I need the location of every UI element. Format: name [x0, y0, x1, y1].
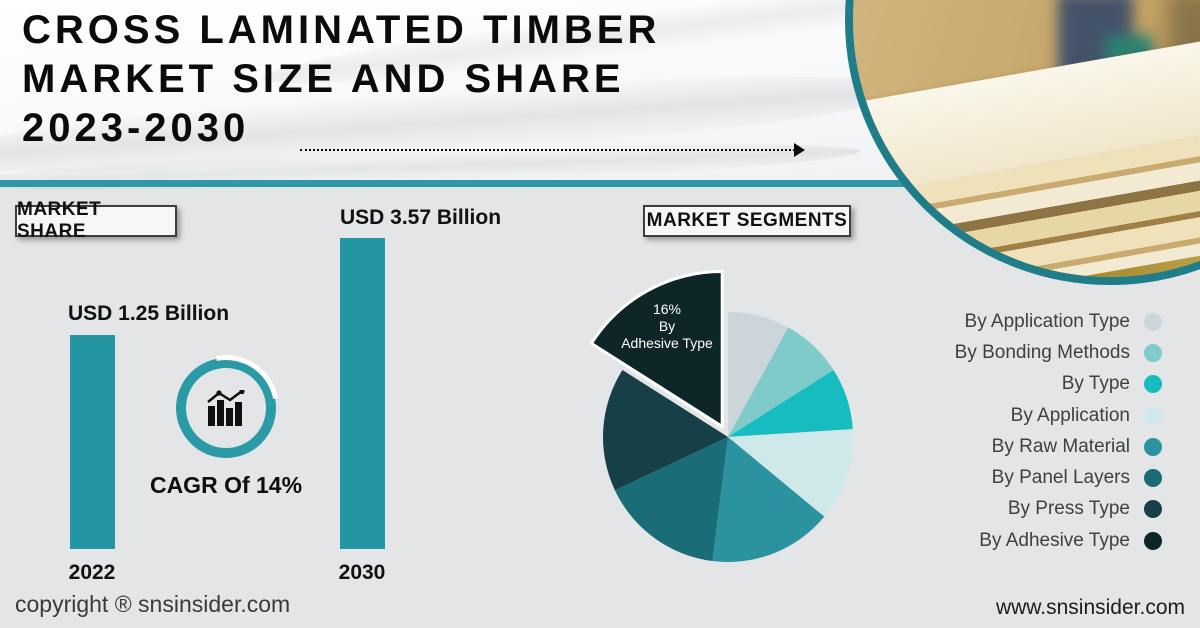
dotted-arrow-line: [300, 149, 795, 151]
pie-slice-by-application: [728, 429, 853, 517]
pie-slice-by-bonding-methods: [728, 327, 834, 437]
legend-item-label: By Raw Material: [991, 435, 1130, 457]
legend-item-label: By Press Type: [1007, 498, 1130, 520]
website-link[interactable]: www.snsinsider.com: [995, 596, 1185, 619]
pie-callout-by: By: [658, 318, 676, 334]
teal-divider-bar: [0, 180, 1200, 187]
legend-item-label: By Type: [1061, 373, 1130, 395]
bar-chart-icon: [207, 390, 245, 426]
segments-pie-chart: [589, 269, 853, 562]
segments-legend: By Application Type By Bonding Methods By …: [955, 306, 1162, 556]
arrow-head-icon: [794, 143, 805, 157]
legend-item-label: By Application Type: [964, 310, 1130, 332]
bar-value-2022: USD 1.25 Billion: [68, 302, 230, 325]
legend-item: By Adhesive Type: [955, 525, 1162, 556]
pie-slice-by-adhesive-type: [589, 269, 724, 428]
pie-callout-label: 16% By Adhesive Type: [597, 301, 737, 352]
legend-item: By Bonding Methods: [955, 337, 1162, 368]
pie-callout-segment: Adhesive Type: [621, 335, 713, 351]
market-share-bar: [70, 335, 115, 549]
pie-slice-by-raw-material: [712, 437, 825, 562]
title-line-2: MARKET SIZE AND SHARE: [22, 57, 625, 101]
market-share-section-label: MARKET SHARE: [15, 199, 177, 242]
pie-slice-by-application-type: [728, 312, 789, 437]
legend-item: By Panel Layers: [955, 462, 1162, 493]
bar-value-2030: USD 3.57 Billion: [340, 206, 502, 229]
copyright-text: copyright ® snsinsider.com: [15, 591, 291, 617]
page-title: CROSS LAMINATED TIMBER MARKET SIZE AND S…: [22, 6, 660, 153]
cagr-ring: [176, 358, 276, 458]
market-share-label-text: MARKET SHARE: [17, 199, 102, 242]
market-segments-label-text: MARKET SEGMENTS: [646, 210, 848, 231]
bar-year-2022: 2022: [68, 561, 116, 584]
legend-item-label: By Panel Layers: [991, 467, 1130, 489]
pie-callout-percent: 16%: [652, 301, 682, 317]
clt-photo-circle: [845, 0, 1200, 285]
market-share-bar: [340, 238, 385, 549]
title-line-1: CROSS LAMINATED TIMBER: [22, 8, 661, 52]
legend-item: By Application: [955, 400, 1162, 431]
legend-item-label: By Application: [1010, 404, 1130, 426]
legend-color-dot: [1144, 531, 1162, 550]
legend-item: By Press Type: [955, 494, 1162, 525]
legend-color-dot: [1144, 500, 1162, 519]
legend-color-dot: [1144, 406, 1162, 425]
title-line-3: 2023-2030: [22, 106, 250, 150]
legend-item-label: By Bonding Methods: [954, 341, 1130, 363]
legend-color-dot: [1144, 375, 1162, 394]
legend-item-label: By Adhesive Type: [979, 529, 1130, 551]
legend-item: By Type: [955, 369, 1162, 400]
bar-year-2030: 2030: [338, 561, 386, 584]
legend-item: By Application Type: [955, 306, 1162, 337]
legend-color-dot: [1144, 469, 1162, 488]
legend-item: By Raw Material: [955, 431, 1162, 462]
pie-slice-by-type: [728, 370, 853, 437]
legend-color-dot: [1144, 343, 1162, 362]
pie-slice-by-press-type: [603, 370, 728, 491]
market-segments-section-label: MARKET SEGMENTS: [643, 205, 851, 237]
legend-color-dot: [1144, 437, 1162, 456]
legend-color-dot: [1144, 312, 1162, 331]
cagr-label: CAGR Of 14%: [149, 472, 303, 498]
pie-slice-by-panel-layers: [614, 437, 728, 562]
